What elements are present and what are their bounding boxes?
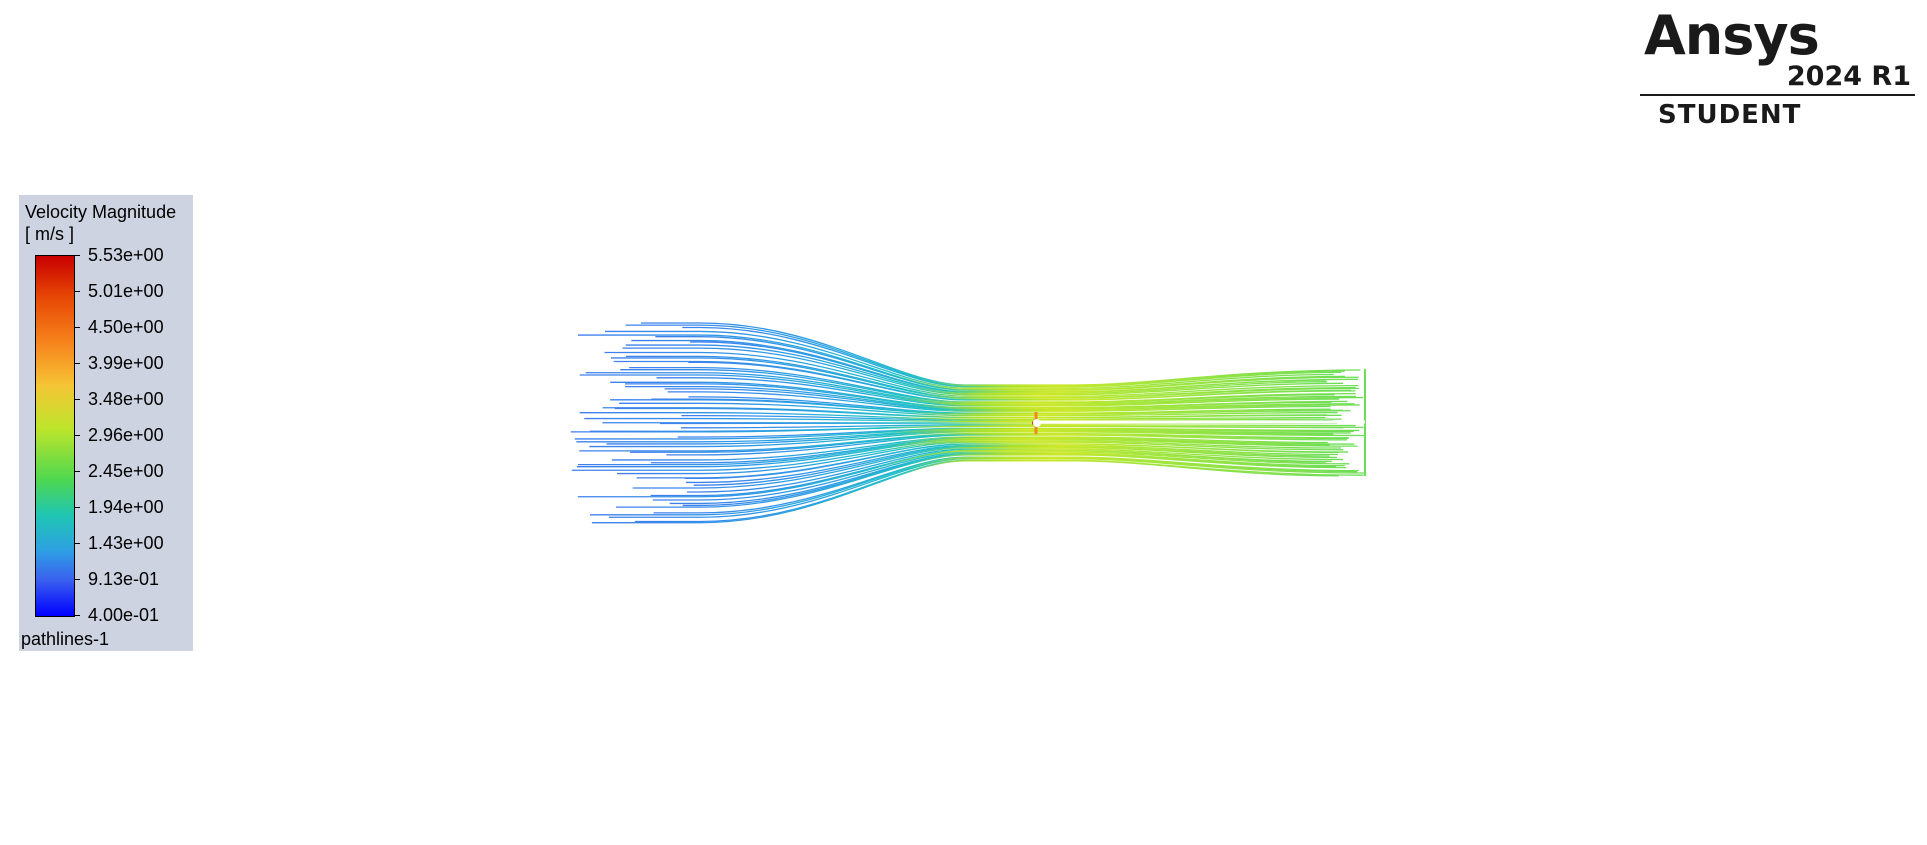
pathline [604,330,1334,389]
pathline [610,357,1359,399]
pathline [570,425,1344,433]
pathline [620,369,1335,404]
pathline [681,424,1356,429]
pathline [571,440,1341,471]
legend-tick-mark [74,363,80,364]
pathline [656,377,1340,407]
pathline [690,341,1327,393]
logo-brand: Ansys [1644,4,1820,67]
pathline [576,429,1351,443]
legend-tick-mark [74,255,80,256]
legend-units: [ m/s ] [25,224,74,244]
legend-tick-mark [74,543,80,544]
pathline [591,460,1339,524]
pathline [585,372,1357,405]
legend-tick-label: 1.43e+00 [88,533,164,553]
legend-tick-label: 2.45e+00 [88,461,164,481]
pathline [615,454,1347,508]
pathline [682,326,1342,388]
pathline [611,436,1328,461]
legend-object-name: pathlines-1 [21,629,110,649]
obstacle-marker [1032,412,1365,434]
pathline [625,383,1332,409]
pathline [622,347,1343,396]
pathline [632,447,1337,489]
colormap-legend: Velocity Magnitude [ m/s ] 5.53e+00 5.01e… [19,195,193,651]
pathline [608,458,1365,518]
legend-tick-label: 1.94e+00 [88,497,164,517]
pathline [614,407,1342,419]
pathline [610,399,1351,415]
pathline [625,385,1355,410]
pathline [574,428,1354,440]
pathline [630,433,1349,453]
pathline [576,438,1358,468]
pathline [677,427,1360,438]
legend-tick-mark [74,471,80,472]
legend-tick-label: 5.53e+00 [88,245,164,265]
pathline [664,388,1360,411]
pathline [693,445,1330,486]
pathline [589,457,1358,516]
legend-tick-mark [74,327,80,328]
pathline [604,351,1359,397]
pathline [651,437,1355,464]
pathline [629,366,1356,403]
legend-tick-mark [74,507,80,508]
pathline [625,344,1327,395]
pathline [681,414,1342,421]
pathline [640,322,1361,386]
pathline [653,456,1359,514]
logo-divider [1640,94,1915,96]
legend-tick-label: 4.50e+00 [88,317,164,337]
legend-tick-label: 3.48e+00 [88,389,164,409]
legend-title: Velocity Magnitude [25,202,177,222]
pathline [667,391,1331,412]
pathline [625,324,1345,387]
pathline [684,443,1339,480]
legend-tick-mark [74,435,80,436]
pathline [619,402,1338,417]
legend-tick-label: 4.00e-01 [88,605,160,625]
legend-tick-mark [74,615,80,616]
pathline [589,431,1365,448]
pathline [579,412,1326,420]
pathline [669,452,1345,505]
pathline [688,396,1331,414]
legend-tick-mark [74,579,80,580]
pathlines-group [570,322,1366,524]
pathline [578,438,1330,466]
pathline [606,430,1334,445]
legend-tick-label: 3.99e+00 [88,353,164,373]
pathline [617,441,1344,475]
pathline [686,448,1344,493]
legend-tick-mark [74,399,80,400]
pathline [688,361,1356,401]
pathline [652,451,1350,501]
logo-edition: STUDENT [1658,100,1802,130]
legend-tick-label: 5.01e+00 [88,281,164,301]
pathline [666,434,1347,456]
colorbar [35,255,75,617]
legend-tick-label: 9.13e-01 [88,569,160,589]
pathline [685,444,1338,484]
legend-tick-mark [74,291,80,292]
pathline [655,336,1359,391]
logo-version: 2024 R1 [1786,61,1911,92]
ansys-logo: Ansys 2024 R1 STUDENT [1640,4,1915,130]
legend-tick-label: 2.96e+00 [88,425,164,445]
pathline [577,450,1327,498]
pathline [579,374,1364,406]
